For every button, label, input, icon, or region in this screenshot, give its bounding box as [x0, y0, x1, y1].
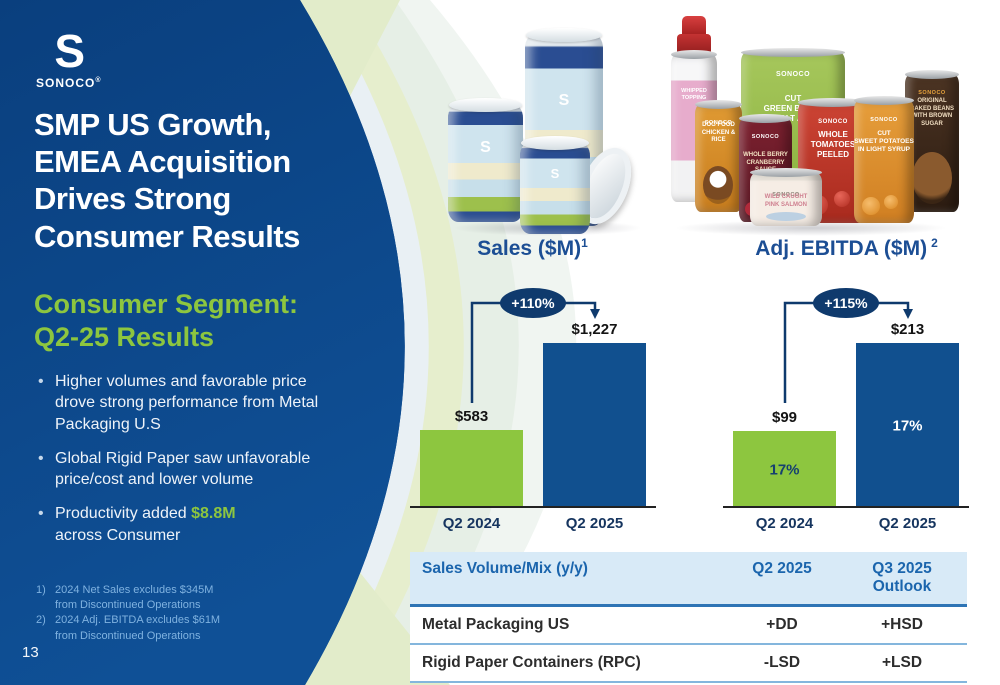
paper-canister-front: S	[520, 136, 590, 234]
bar-q2-2025: 17%	[856, 343, 959, 508]
sonoco-s-icon: S	[558, 91, 570, 109]
bar-group-q2-2024: $99 17%	[733, 409, 836, 508]
sonoco-logo: S SONOCO®	[36, 28, 102, 90]
paper-canister-left: S	[448, 98, 523, 222]
registered-mark: ®	[95, 77, 102, 84]
category-label: Q2 2025	[565, 515, 624, 532]
footnote-1: 1) 2024 Net Sales excludes $345M from Di…	[36, 584, 214, 612]
sales-volume-outlook-table: Sales Volume/Mix (y/y) Q2 2025 Q3 2025 O…	[410, 552, 967, 683]
footnote-ref-2: 2	[931, 236, 938, 250]
product-can-dog-food: SONOCO DOG FOOD CHICKEN & RICE	[695, 100, 742, 212]
product-tin-pink-salmon: SONOCO WILD CAUGHT PINK SALMON	[750, 168, 822, 226]
product-can-baked-beans: SONOCO ORIGINAL BAKED BEANS WITH BROWN S…	[905, 70, 959, 212]
fish-illustration	[766, 212, 806, 221]
table-cell-value: +HSD	[837, 607, 967, 645]
footnotes: 1) 2024 Net Sales excludes $345M from Di…	[36, 583, 296, 644]
section-subtitle: Consumer Segment: Q2-25 Results	[34, 289, 299, 352]
table-cell-value: +LSD	[837, 645, 967, 683]
product-can-sweet-potatoes: SONOCO CUT SWEET POTATOES IN LIGHT SYRUP	[854, 96, 914, 223]
ebitda-chart-title: Adj. EBITDA ($M) 2	[755, 236, 938, 260]
bar-value-label: $583	[454, 408, 489, 425]
bar-group-q2-2024: $583	[420, 408, 523, 508]
category-labels: Q2 2024 Q2 2025	[723, 515, 969, 532]
sales-bar-chart: +110% $583 $1,227 Q2 2024 Q2 2025	[410, 282, 656, 532]
table-cell-row-label: Metal Packaging US	[410, 607, 727, 645]
sonoco-s-icon: S	[54, 25, 85, 77]
potato-illustration	[862, 197, 880, 215]
dog-illustration	[703, 166, 733, 204]
ebitda-change-badge: +115%	[813, 288, 879, 318]
table-cell-value: -LSD	[727, 645, 837, 683]
table-cell-value: +DD	[727, 607, 837, 645]
table-header-q3-2025-outlook: Q3 2025 Outlook	[837, 552, 967, 607]
potato-illustration	[884, 195, 898, 209]
category-labels: Q2 2024 Q2 2025	[410, 515, 656, 532]
bar-value-label: $99	[771, 409, 798, 426]
bar-q2-2025	[543, 343, 646, 508]
margin-label: 17%	[769, 461, 800, 478]
bar-q2-2024: 17%	[733, 431, 836, 508]
left-panel: S SONOCO® SMP US Growth, EMEA Acquisitio…	[0, 0, 340, 685]
footnote-ref-1: 1	[581, 236, 588, 250]
table-cell-row-label: Rigid Paper Containers (RPC)	[410, 645, 727, 683]
bar-group-q2-2025: $213 17%	[856, 321, 959, 508]
product-image-rigid-containers: S S S	[440, 14, 655, 236]
sonoco-s-icon: S	[480, 139, 491, 157]
tomato-illustration	[834, 191, 850, 207]
bullet-item-1: Higher volumes and favorable price drove…	[36, 371, 322, 435]
beans-illustration	[912, 152, 952, 204]
bar-value-label: $213	[890, 321, 925, 338]
category-label: Q2 2024	[755, 515, 814, 532]
x-axis-line	[723, 506, 969, 508]
category-label: Q2 2025	[878, 515, 937, 532]
ebitda-bar-chart: +115% $99 17% $213 17% Q2 2024 Q2 2025	[723, 282, 969, 532]
ebitda-plot-area: $99 17% $213 17%	[723, 303, 969, 508]
sales-chart-title: Sales ($M)1	[477, 236, 588, 260]
sales-plot-area: $583 $1,227	[410, 303, 656, 508]
bullet-item-3: Productivity added $8.8M across Consumer	[36, 503, 322, 546]
footnote-2: 2) 2024 Adj. EBITDA excludes $61M from D…	[36, 614, 221, 642]
margin-label: 17%	[892, 417, 923, 434]
slide-title: SMP US Growth, EMEA Acquisition Drives S…	[34, 107, 300, 254]
category-label: Q2 2024	[442, 515, 501, 532]
aerosol-cap	[682, 16, 706, 36]
x-axis-line	[410, 506, 656, 508]
table-header-q2-2025: Q2 2025	[727, 552, 837, 607]
page-number: 13	[22, 644, 39, 661]
sales-change-badge: +110%	[500, 288, 566, 318]
product-shadow	[673, 220, 949, 236]
productivity-highlight: $8.8M	[191, 505, 236, 523]
bullet-list: Higher volumes and favorable price drove…	[36, 371, 322, 559]
bullet-item-2: Global Rigid Paper saw unfavorable price…	[36, 448, 322, 491]
sonoco-s-icon: S	[550, 165, 560, 181]
brand-name: SONOCO®	[36, 76, 102, 90]
table-header-metric: Sales Volume/Mix (y/y)	[410, 552, 727, 607]
bar-group-q2-2025: $1,227	[543, 321, 646, 508]
bar-value-label: $1,227	[571, 321, 618, 338]
product-image-canned-goods: WHIPPED TOPPING SONOCO CUT GREEN BEANS N…	[655, 10, 967, 236]
bar-q2-2024	[420, 430, 523, 508]
